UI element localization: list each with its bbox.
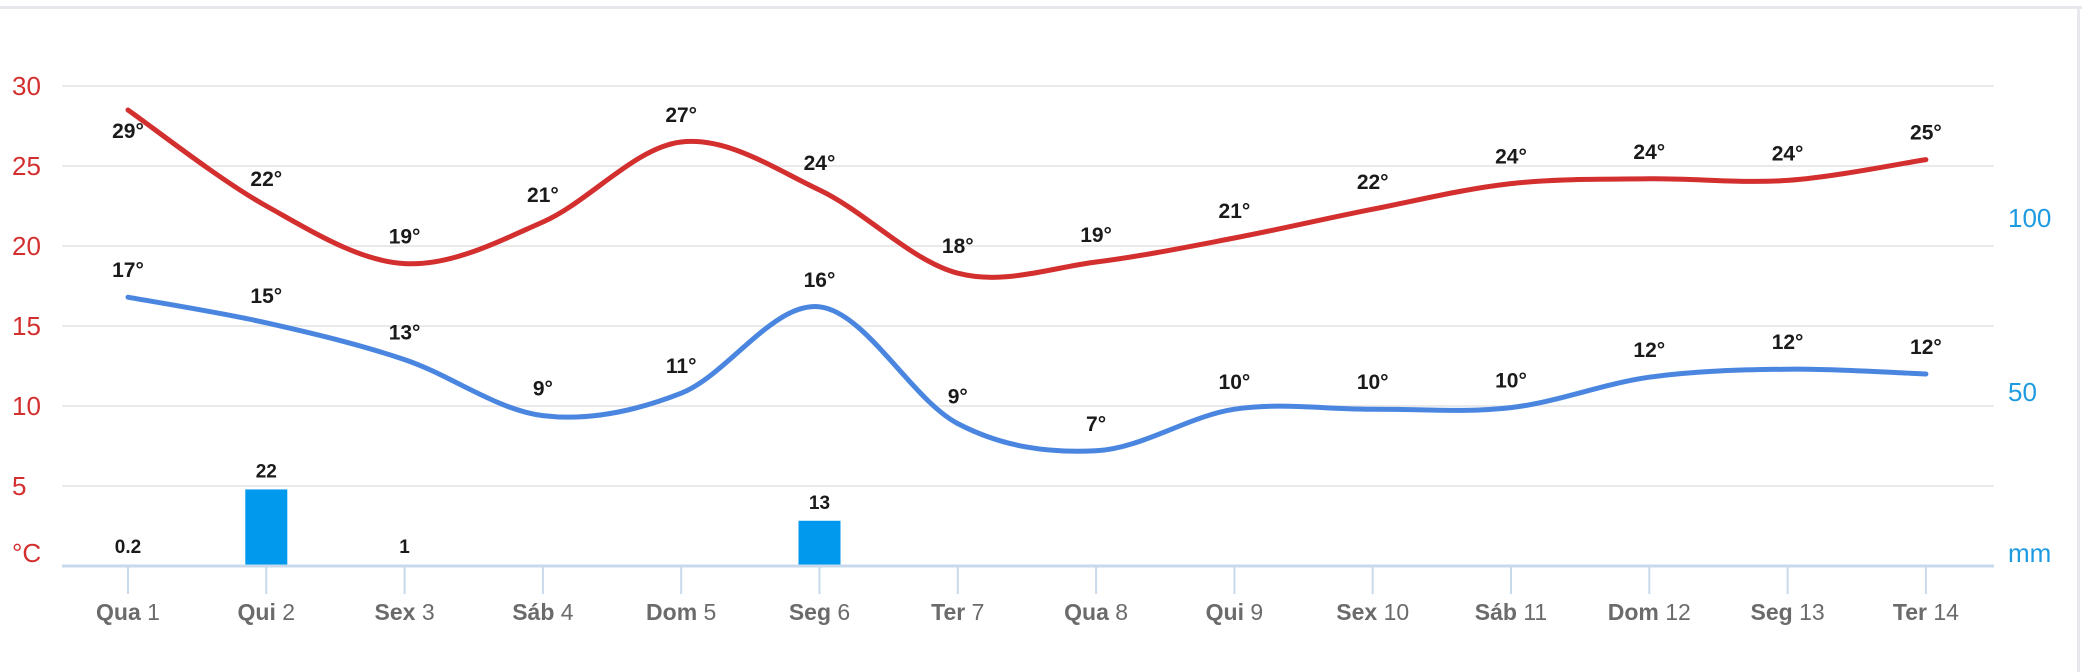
right-tick-label: 50 [2008,377,2037,407]
max-temp-label: 24° [1633,141,1665,164]
right-axis: 50 100 mm [2008,203,2051,568]
day-number: 2 [282,599,295,625]
day-number: 4 [561,599,574,625]
min-temp-label: 11° [666,355,697,378]
day-number: 1 [147,599,160,625]
day-number: 8 [1115,599,1128,625]
min-temp-label: 9° [533,378,553,401]
min-temp-label: 9° [948,386,968,409]
day-label: Sex 10 [1336,599,1409,625]
right-tick-label: 100 [2008,203,2051,233]
day-name: Dom [1608,599,1666,625]
left-tick-label: 30 [12,71,41,101]
min-temp-label: 12° [1910,336,1942,359]
precip-label: 1 [399,537,410,558]
day-label: Sáb 11 [1475,599,1547,625]
right-unit-label: mm [2008,538,2051,568]
grid-lines [62,85,1994,487]
day-number: 7 [972,599,985,625]
max-temp-label: 19° [1080,224,1112,247]
left-tick-label: 15 [12,311,41,341]
day-name: Seg [1751,599,1800,625]
day-number: 9 [1250,599,1263,625]
max-temp-label: 21° [527,184,559,207]
precip-label: 0.2 [115,537,141,558]
max-temp-label: 19° [389,226,421,249]
day-number: 3 [422,599,435,625]
precip-bar [245,489,288,566]
day-name: Ter [931,599,971,625]
precip-label: 13 [809,493,830,514]
top-border [0,6,2082,9]
min-temperature-line [125,294,1929,454]
day-number: 6 [837,599,850,625]
min-temp-label: 7° [1086,413,1106,436]
day-label: Seg 13 [1751,599,1825,625]
day-label: Dom 12 [1608,599,1691,625]
day-label: Dom 5 [646,599,716,625]
left-tick-label: 25 [12,151,41,181]
precip-bar [798,520,841,566]
day-label: Qui 9 [1206,599,1264,625]
max-temp-label: 24° [1495,146,1527,169]
left-axis: 5 10 15 20 25 30 °C [12,71,41,568]
day-label: Ter 14 [1893,599,1959,625]
max-temp-label: 22° [1357,171,1389,194]
left-tick-label: 20 [12,231,41,261]
day-name: Sáb [512,599,561,625]
min-temp-label: 10° [1219,371,1251,394]
day-label: Qui 2 [238,599,296,625]
left-tick-label: 5 [12,471,26,501]
max-temp-label: 29° [112,120,144,143]
min-temp-label: 10° [1495,370,1527,393]
day-name: Sex [1336,599,1383,625]
min-temp-label: 15° [250,285,282,308]
day-label: Sex 3 [375,599,435,625]
right-border [2077,6,2080,672]
min-temp-label: 10° [1357,371,1389,394]
temperature-lines [125,107,1929,454]
max-temp-label: 25° [1910,122,1942,145]
day-label: Qua 1 [96,599,160,625]
precip-label: 22 [256,461,277,482]
day-label: Ter 7 [931,599,984,625]
day-number: 11 [1523,599,1547,625]
day-name: Sáb [1475,599,1524,625]
x-axis: Qua 1 Qui 2 Sex 3 Sáb 4 Dom 5 Seg 6 Ter 7 Qua 8… [62,564,1994,625]
day-label: Qua 8 [1064,599,1128,625]
min-temp-label: 16° [804,269,836,292]
day-name: Sex [375,599,422,625]
precipitation-bars: 0.2 22 1 13 [115,461,841,566]
min-temp-label: 12° [1772,331,1804,354]
day-number: 14 [1933,599,1959,625]
day-name: Qua [96,599,147,625]
day-number: 5 [704,599,717,625]
day-label: Sáb 4 [512,599,574,625]
max-temp-label: 27° [665,104,697,127]
max-temp-label: 24° [804,152,836,175]
day-label: Seg 6 [789,599,850,625]
left-tick-label: 10 [12,391,41,421]
day-number: 13 [1799,599,1825,625]
min-temp-label: 13° [389,322,421,345]
max-temperature-line [125,107,1929,280]
max-temp-label: 24° [1772,142,1804,165]
day-name: Ter [1893,599,1933,625]
day-number: 10 [1384,599,1410,625]
day-name: Qua [1064,599,1115,625]
day-name: Qui [1206,599,1251,625]
min-temp-label: 12° [1633,339,1665,362]
min-temp-label: 17° [112,259,144,282]
max-temp-label: 22° [250,168,282,191]
temperature-labels: 29° 22° 19° 21° 27° 24° 18° 19° 21° 22° 24° 24° 24° 2… [112,104,1942,436]
max-temp-label: 21° [1219,200,1251,223]
day-name: Dom [646,599,704,625]
day-number: 12 [1665,599,1691,625]
max-temp-label: 18° [942,235,974,258]
day-name: Seg [789,599,838,625]
day-name: Qui [238,599,283,625]
left-unit-label: °C [12,538,41,568]
